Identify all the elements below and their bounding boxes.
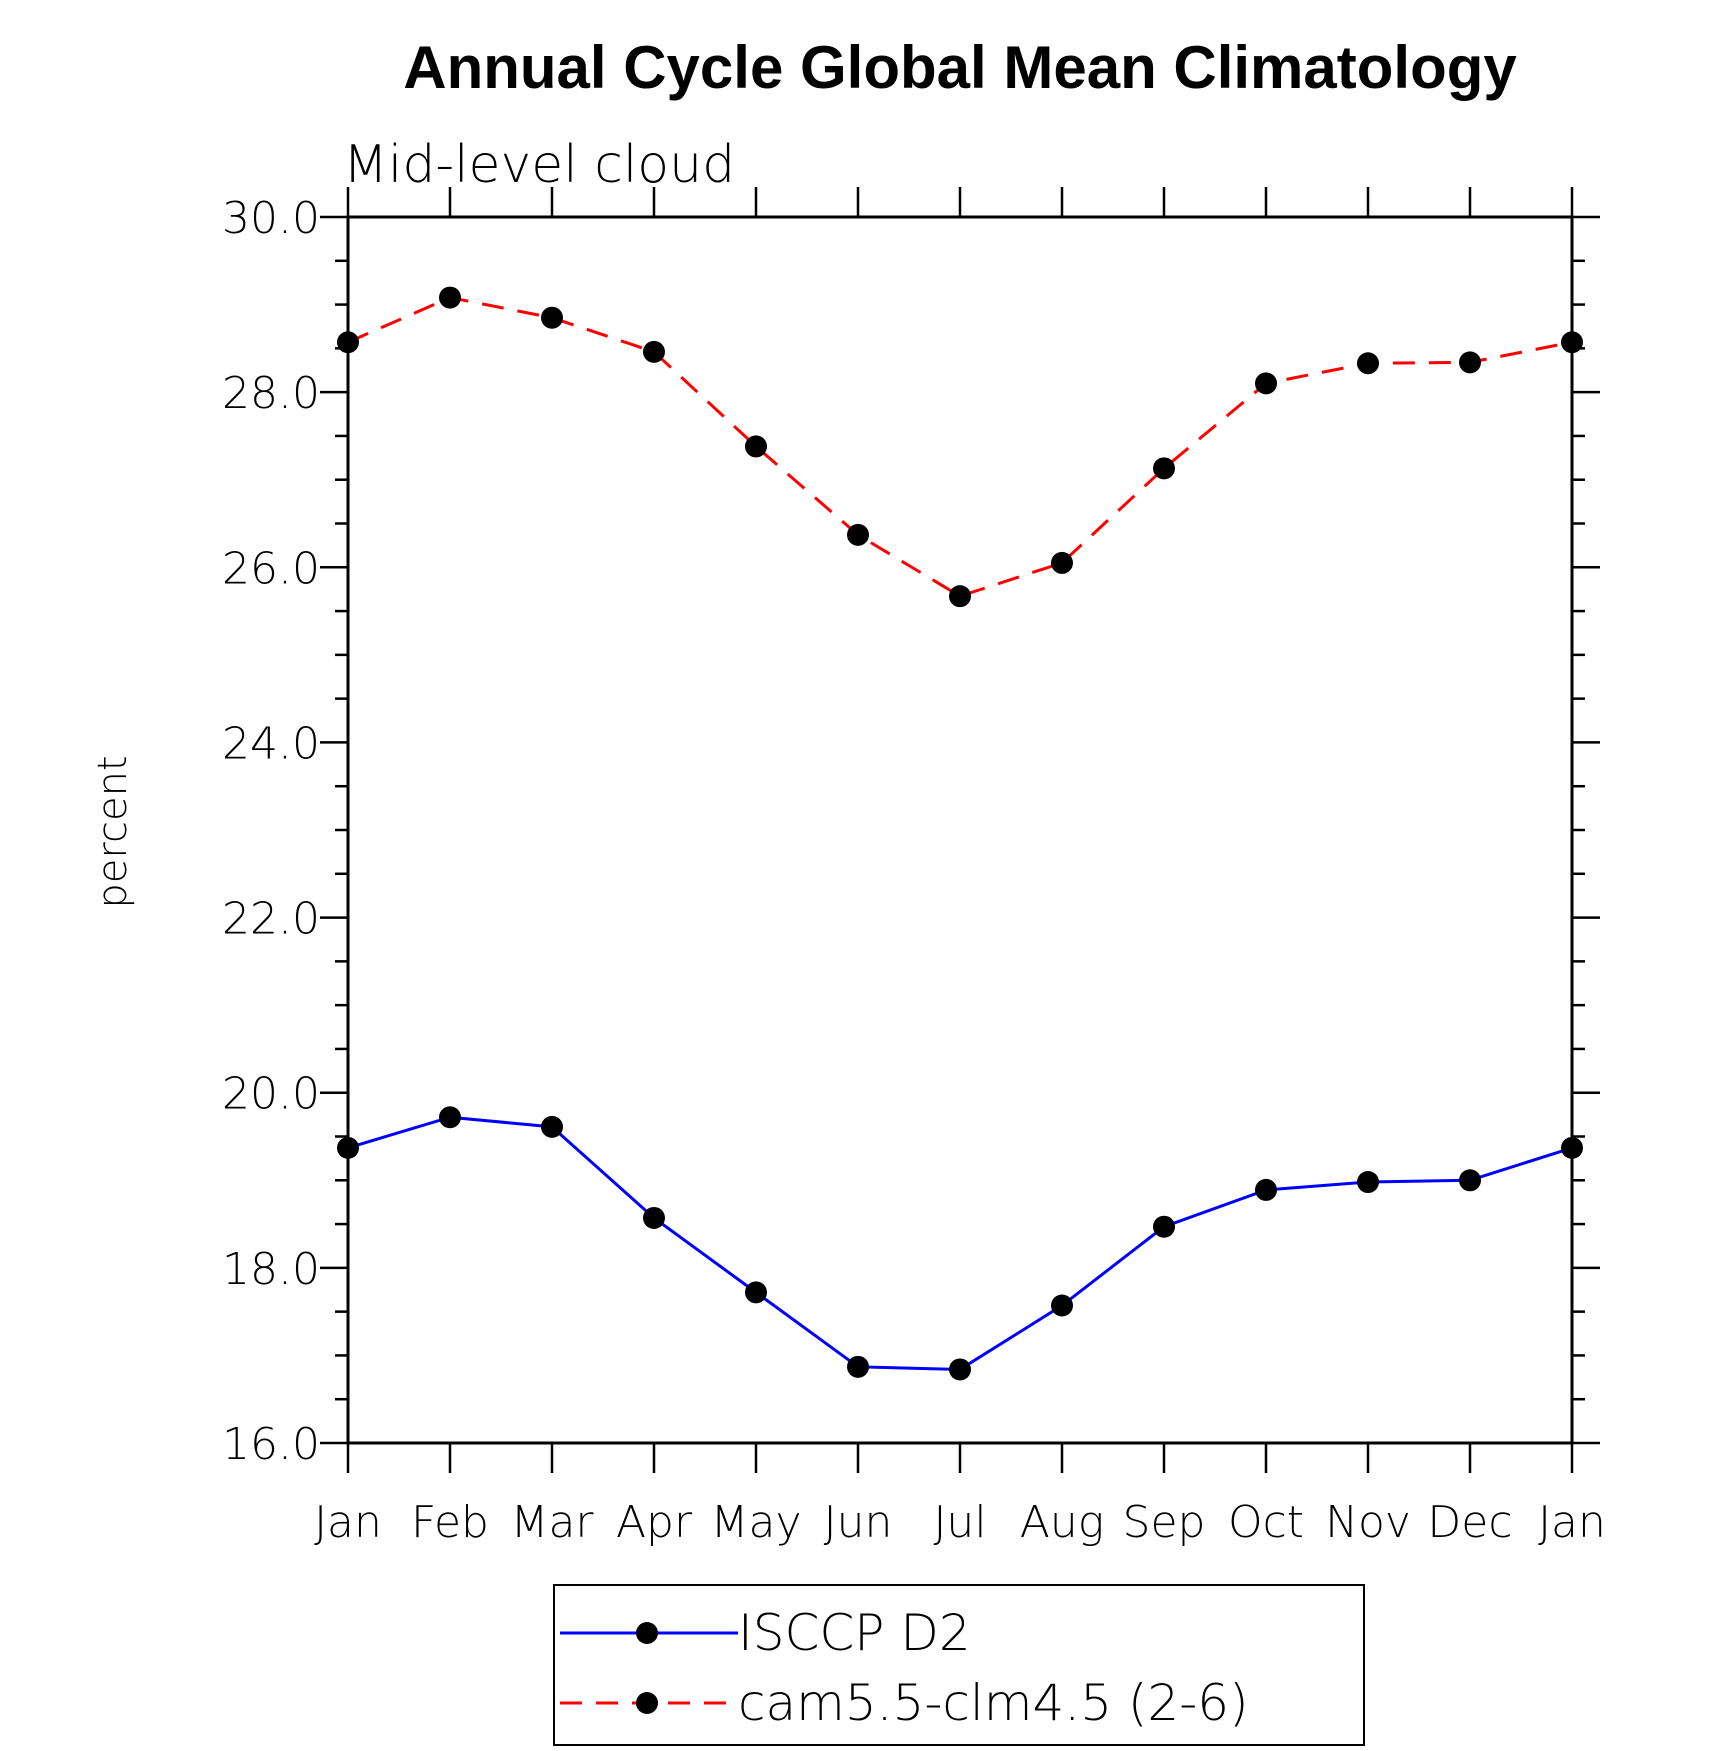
data-point-0 xyxy=(847,1355,869,1378)
x-tick-label: Dec xyxy=(1427,1497,1512,1548)
y-tick-label: 18.0 xyxy=(222,1244,320,1295)
x-tick-label: Mar xyxy=(510,1497,594,1548)
data-point-1 xyxy=(949,585,971,608)
data-point-1 xyxy=(1051,551,1073,574)
series-line-1 xyxy=(347,296,1573,598)
data-point-1 xyxy=(1255,372,1277,395)
y-tick-label: 26.0 xyxy=(222,543,320,594)
x-tick-label: Jan xyxy=(314,1497,382,1548)
legend-box xyxy=(553,1584,1365,1746)
legend-marker-cam xyxy=(636,1692,658,1714)
legend: ISCCP D2 cam5.5-clm4.5 (2-6) xyxy=(553,1584,1365,1746)
data-point-0 xyxy=(745,1281,767,1304)
data-point-1 xyxy=(439,286,461,309)
x-tick-label: Aug xyxy=(1020,1497,1104,1548)
x-tick-label: Sep xyxy=(1123,1497,1206,1548)
data-point-0 xyxy=(1153,1215,1175,1238)
series-line-0 xyxy=(347,1115,1573,1371)
x-tick-labels: Jan Feb Mar Apr May Jun Jul Aug Sep Oct Nov Dec Jan xyxy=(314,1497,1606,1548)
data-point-1 xyxy=(643,340,665,363)
plot-frame xyxy=(346,215,1574,1445)
data-point-1 xyxy=(1459,351,1481,374)
data-point-1 xyxy=(337,331,359,354)
legend-label-cam: cam5.5-clm4.5 (2-6) xyxy=(738,1674,1249,1732)
data-point-1 xyxy=(1561,331,1583,354)
x-tick-label: Oct xyxy=(1228,1497,1304,1548)
data-point-0 xyxy=(643,1206,665,1229)
y-axis-label: percent xyxy=(90,755,136,908)
x-tick-label: Jul xyxy=(933,1497,986,1548)
axis-ticks xyxy=(320,187,1600,1473)
data-point-0 xyxy=(1357,1171,1379,1194)
data-point-0 xyxy=(949,1358,971,1381)
data-point-0 xyxy=(439,1106,461,1129)
y-tick-label: 28.0 xyxy=(222,368,320,419)
x-tick-label: Jan xyxy=(1538,1497,1606,1548)
data-point-0 xyxy=(1561,1136,1583,1159)
x-tick-label: Nov xyxy=(1325,1497,1411,1548)
series-layer xyxy=(337,286,1583,1381)
y-tick-label: 16.0 xyxy=(222,1419,320,1470)
data-point-0 xyxy=(1255,1178,1277,1201)
data-point-0 xyxy=(541,1115,563,1138)
data-point-1 xyxy=(745,435,767,458)
data-point-1 xyxy=(847,523,869,546)
chart-title: Annual Cycle Global Mean Climatology xyxy=(403,34,1517,101)
y-tick-label: 30.0 xyxy=(222,193,320,244)
y-tick-label: 20.0 xyxy=(222,1069,320,1120)
legend-label-isccp: ISCCP D2 xyxy=(738,1604,971,1662)
data-point-0 xyxy=(337,1136,359,1159)
x-tick-label: Feb xyxy=(411,1497,489,1548)
y-tick-label: 24.0 xyxy=(222,718,320,769)
data-point-1 xyxy=(541,306,563,329)
data-point-1 xyxy=(1153,457,1175,480)
x-tick-label: May xyxy=(711,1497,802,1548)
x-tick-label: Apr xyxy=(616,1497,693,1548)
legend-marker-isccp xyxy=(636,1622,658,1644)
y-tick-labels: 16.0 18.0 20.0 22.0 24.0 26.0 28.0 30.0 xyxy=(222,193,320,1470)
x-tick-label: Jun xyxy=(824,1497,893,1548)
y-tick-label: 22.0 xyxy=(222,894,320,945)
data-point-0 xyxy=(1459,1169,1481,1192)
data-point-0 xyxy=(1051,1294,1073,1317)
data-point-1 xyxy=(1357,352,1379,375)
chart-subtitle: Mid-level cloud xyxy=(343,135,735,195)
